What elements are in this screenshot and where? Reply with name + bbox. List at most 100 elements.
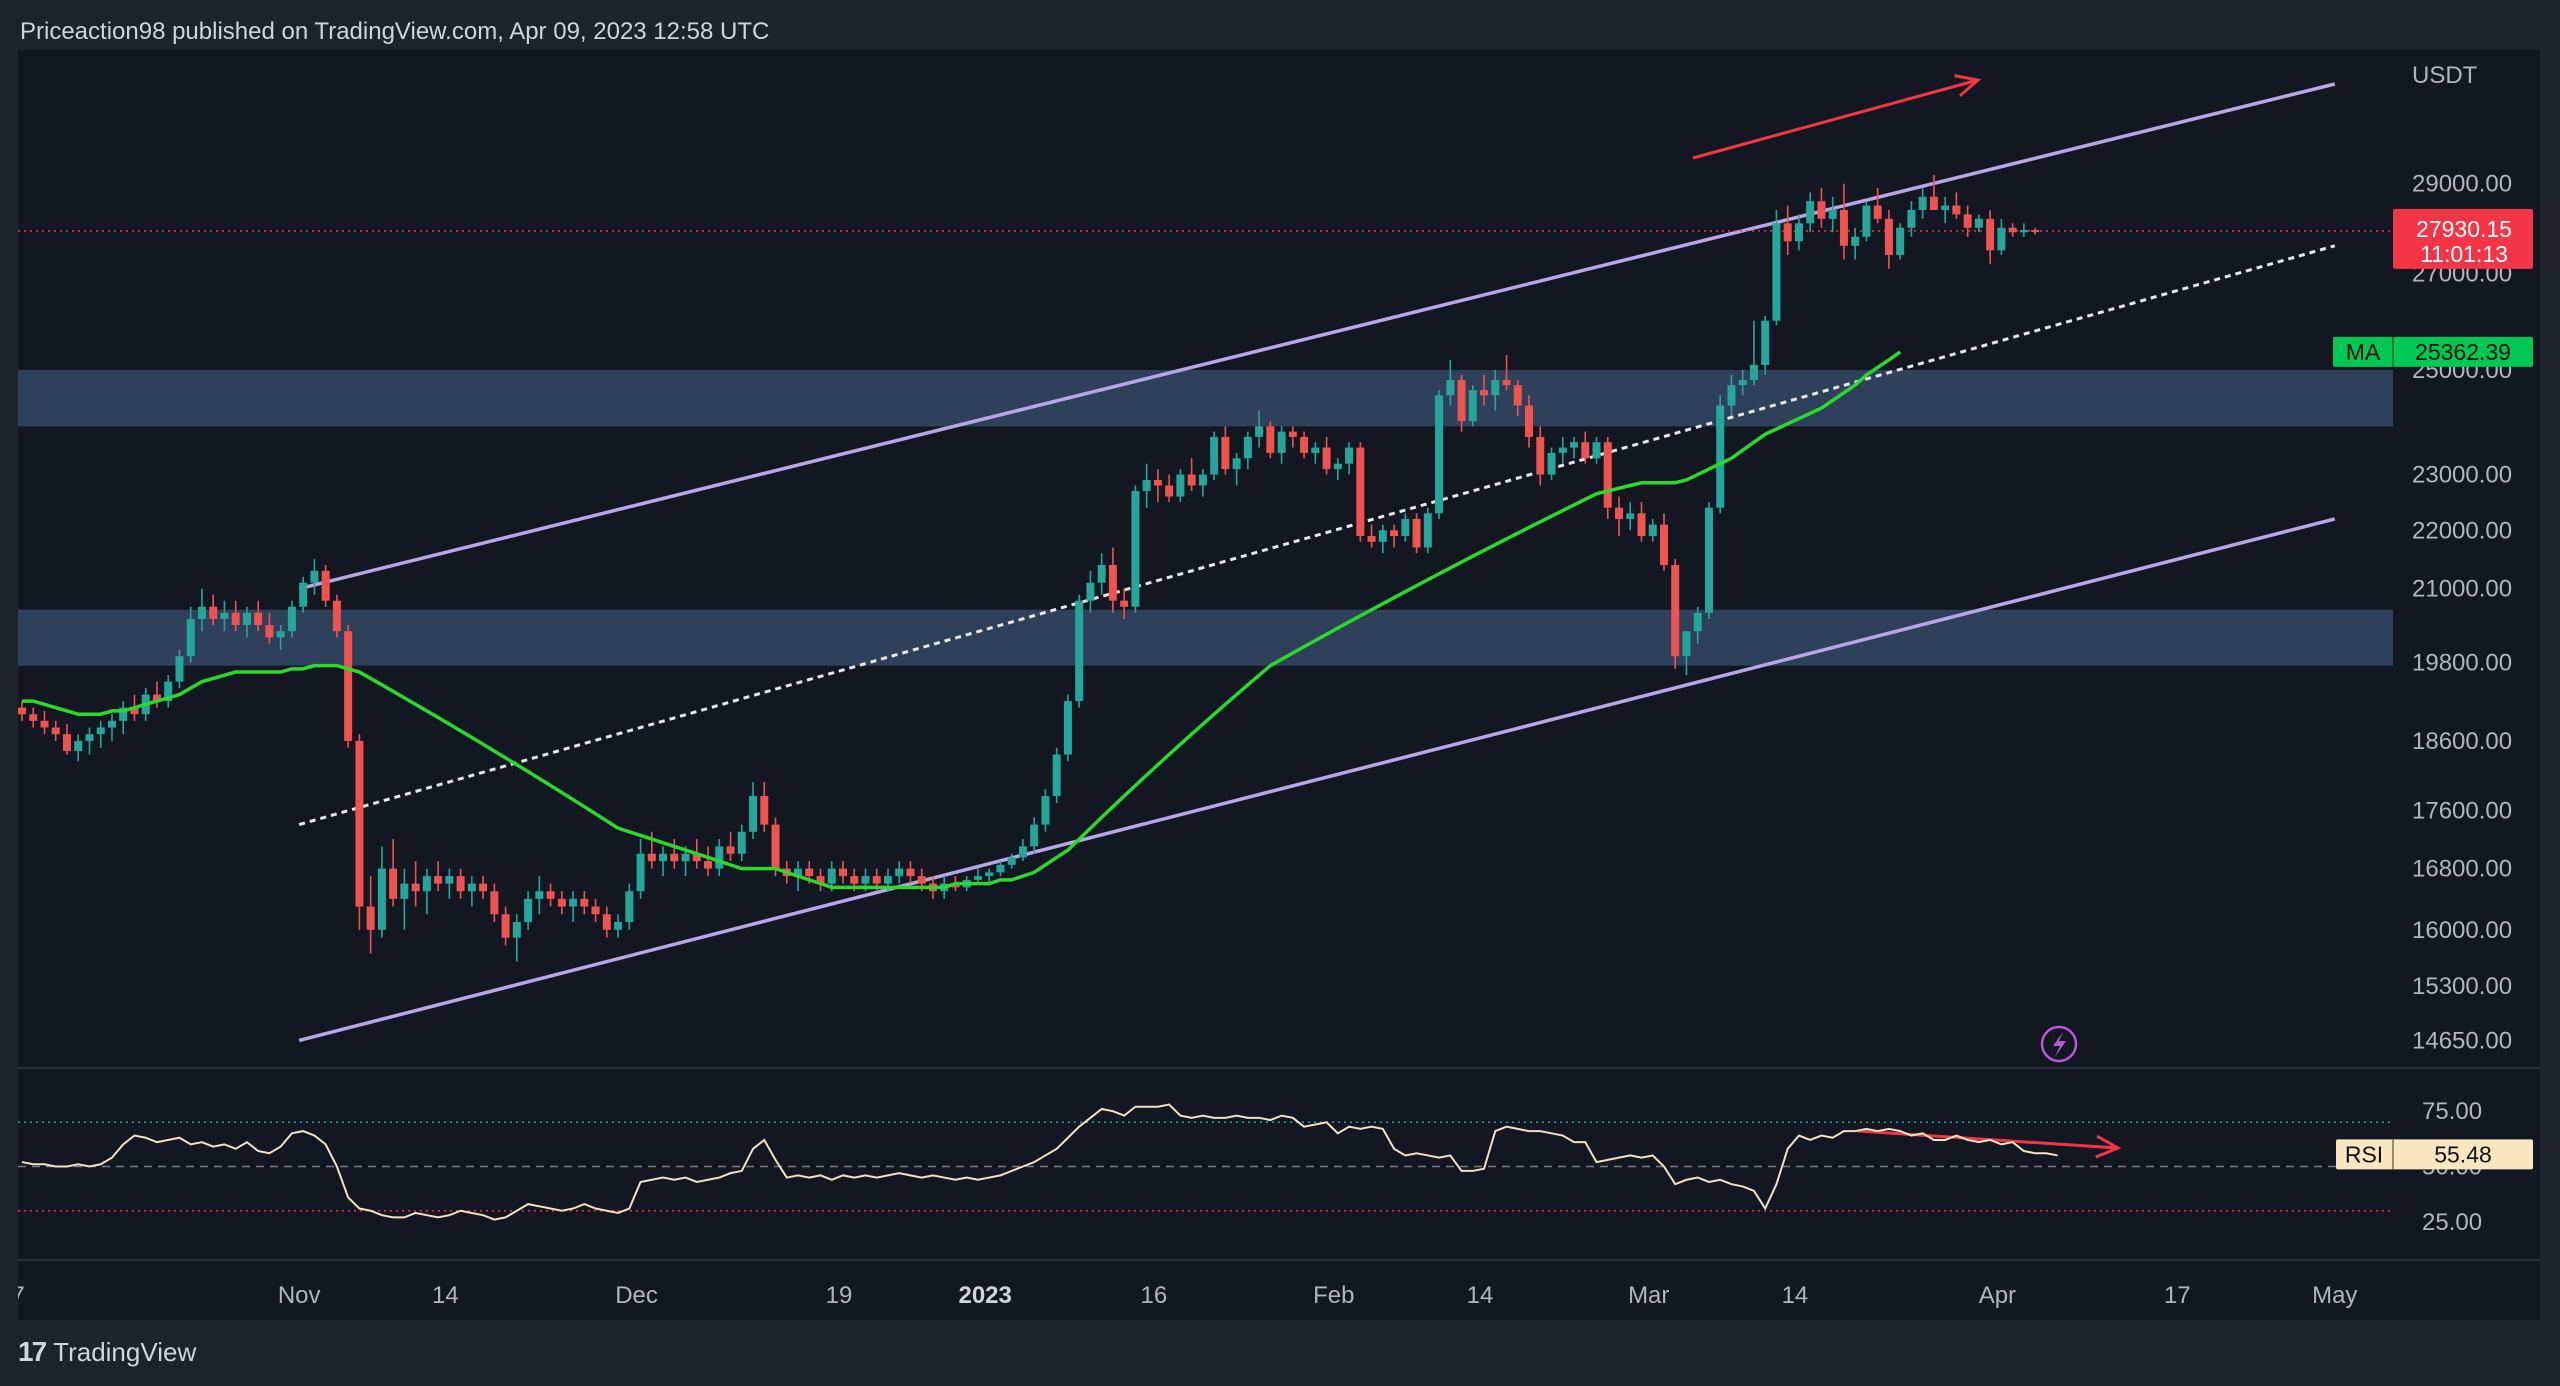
candle-body	[1727, 385, 1736, 406]
candle-body	[1468, 390, 1477, 422]
candle	[838, 861, 847, 884]
candle	[107, 714, 116, 741]
candle	[355, 734, 364, 930]
candle	[546, 883, 555, 907]
candle	[1131, 485, 1140, 613]
candle	[1727, 374, 1736, 416]
candle-body	[1704, 507, 1713, 613]
rsi-tag-bg	[2336, 1139, 2533, 1170]
candle-body	[62, 734, 71, 752]
candle-body	[512, 922, 521, 938]
brand-footer[interactable]: 17 TradingView	[18, 1336, 196, 1368]
candle-body	[1131, 491, 1140, 607]
candle	[1378, 524, 1387, 554]
candle-body	[580, 898, 589, 907]
candle	[1187, 458, 1196, 492]
candle-body	[1086, 582, 1095, 601]
candle-body	[602, 914, 611, 930]
price-tick-label: 14650.00	[2412, 1027, 2512, 1054]
candle	[996, 861, 1005, 877]
candle	[1761, 315, 1770, 375]
rsi-divergence-arrow	[1857, 1129, 2122, 1159]
candle-body	[749, 796, 758, 832]
candle	[490, 883, 499, 923]
candle	[1288, 426, 1297, 448]
candle	[1367, 524, 1376, 548]
candle-body	[704, 861, 713, 869]
candle-body	[40, 720, 49, 728]
chart-area[interactable]: USDT 29000.00 27000.00 25000.00 23000.00 2200…	[18, 50, 2540, 1320]
candle	[771, 817, 780, 877]
time-tick-label: 2023	[958, 1282, 1011, 1309]
candle-body	[2008, 227, 2017, 233]
candle	[1592, 436, 1601, 464]
candle	[2019, 223, 2028, 237]
lightning-alert-icon[interactable]	[2040, 1025, 2078, 1063]
candle	[737, 824, 746, 862]
candle-body	[614, 922, 623, 930]
candle	[186, 606, 195, 663]
candle-body	[85, 734, 94, 741]
candle-body	[1626, 513, 1635, 519]
candle	[119, 701, 128, 735]
price-tick-label: 19800.00	[2412, 649, 2512, 676]
candle	[287, 600, 296, 638]
price-tick-label: 16800.00	[2412, 856, 2512, 883]
candle-body	[883, 876, 892, 884]
price-tick-label: 18600.00	[2412, 728, 2512, 755]
candle-body	[220, 612, 229, 619]
candle-body	[1682, 631, 1691, 657]
ma-polyline	[22, 350, 1902, 890]
candle	[1075, 594, 1084, 708]
price-up-arrow-head	[1954, 74, 1982, 97]
time-axis[interactable]: 7 Nov 14 Dec 19 2023 16 Feb 14 Mar 14 Apr 17 May	[18, 1282, 2357, 1309]
candle-body	[681, 853, 690, 862]
alert-bolt	[2053, 1032, 2066, 1057]
candle-body	[715, 846, 724, 869]
candle-body	[1176, 474, 1185, 497]
candle-body	[1873, 205, 1882, 219]
candle	[1086, 570, 1095, 613]
candle	[332, 594, 341, 638]
candle-body	[254, 612, 263, 626]
candle-body	[1221, 436, 1230, 470]
candle-body	[1806, 201, 1815, 224]
alert-circle	[2040, 1025, 2078, 1063]
candle-body	[1862, 205, 1871, 237]
candle	[1918, 188, 1927, 219]
candle-body	[1007, 857, 1016, 865]
candle-body	[771, 824, 780, 869]
candle	[512, 914, 521, 962]
ma-tag: MA 25362.39	[2333, 336, 2533, 367]
candle-body	[209, 606, 218, 619]
price-tag-countdown: 11:01:13	[2420, 241, 2508, 267]
candle	[1243, 431, 1252, 470]
candle	[1266, 421, 1275, 459]
candle	[85, 727, 94, 755]
candle	[1198, 469, 1207, 497]
candle-body	[1401, 518, 1410, 537]
candle	[1671, 559, 1680, 669]
rsi-pane	[18, 1103, 2393, 1221]
ma-tag-label: MA	[2346, 339, 2381, 365]
candle	[1794, 214, 1803, 251]
candle-body	[1333, 463, 1342, 470]
candle-body	[917, 876, 926, 884]
channel-middle-line	[298, 244, 2336, 827]
candle-body	[1041, 796, 1050, 825]
candle-body	[490, 891, 499, 915]
candle-body	[231, 612, 240, 626]
rsi-line	[21, 1103, 2058, 1221]
candle-body	[1210, 436, 1219, 475]
candle-body	[1828, 209, 1837, 219]
candle	[1862, 201, 1871, 242]
price-up-arrow-shaft	[1692, 78, 1979, 160]
candle-body	[1738, 380, 1747, 386]
candle-body	[242, 612, 251, 626]
ma-tag-bg	[2333, 336, 2533, 367]
price-tick-label: 23000.00	[2412, 462, 2512, 489]
candle	[51, 720, 60, 741]
candle-body	[1288, 431, 1297, 437]
candle-body	[1671, 564, 1680, 657]
